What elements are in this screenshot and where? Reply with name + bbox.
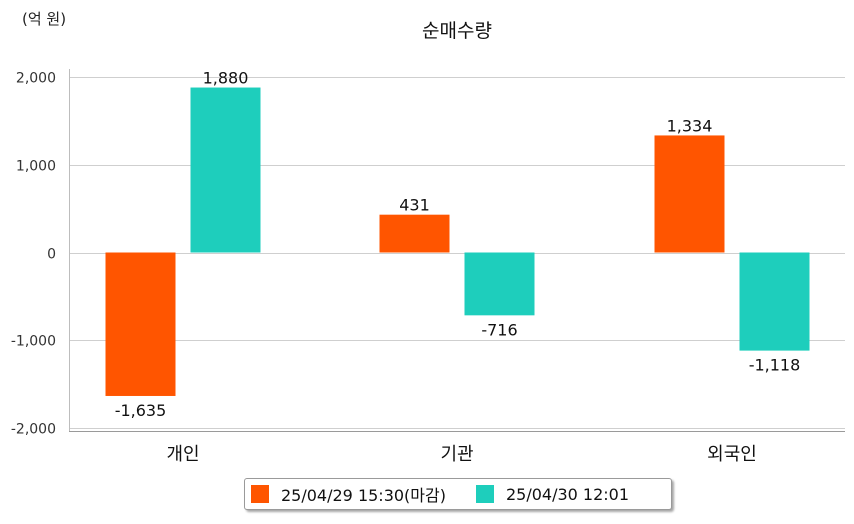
bar-series-1 (105, 252, 176, 396)
bar-series-2 (190, 87, 261, 253)
legend-swatch-series-1 (251, 485, 269, 503)
x-category-label: 개인 (166, 444, 199, 465)
y-tick-label: -2,000 (11, 422, 56, 438)
unit-label: (억 원) (22, 10, 66, 28)
legend-label-series-1: 25/04/29 15:30(마감) (281, 486, 446, 505)
data-label: -1,118 (749, 356, 801, 375)
data-label: 1,880 (203, 69, 249, 88)
bar-series-2 (464, 252, 535, 316)
x-category-label: 기관 (440, 444, 473, 465)
bar-series-2 (739, 252, 810, 351)
y-tick-label: 0 (47, 247, 56, 263)
legend: 25/04/29 15:30(마감) 25/04/30 12:01 (244, 478, 672, 510)
bar-series-1 (654, 135, 725, 253)
legend-item-series-2[interactable]: 25/04/30 12:01 (475, 479, 630, 509)
y-tick-label: 1,000 (16, 159, 56, 175)
bar-series-1 (379, 214, 450, 253)
legend-label-series-2: 25/04/30 12:01 (505, 484, 630, 504)
y-tick-label: 2,000 (16, 71, 56, 87)
y-tick-label: -1,000 (11, 334, 56, 350)
data-label: -716 (481, 320, 517, 339)
data-label: -1,635 (115, 401, 167, 420)
data-label: 1,334 (667, 116, 713, 135)
legend-swatch-series-2 (475, 485, 494, 503)
data-label: 431 (399, 196, 430, 215)
chart-title: 순매수량 (422, 20, 492, 42)
legend-item-series-1[interactable]: 25/04/29 15:30(마감) (251, 479, 446, 509)
x-category-label: 외국인 (707, 444, 757, 465)
